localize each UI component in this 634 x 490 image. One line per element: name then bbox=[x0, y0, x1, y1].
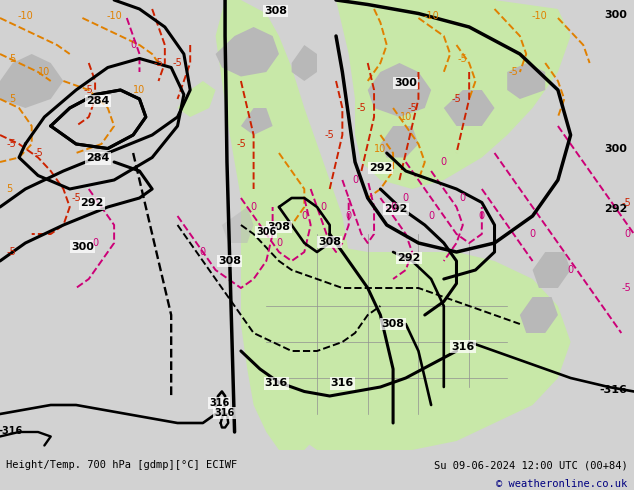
Text: -5: -5 bbox=[508, 67, 519, 77]
Text: -5: -5 bbox=[6, 139, 16, 149]
Polygon shape bbox=[0, 54, 63, 108]
Text: 0: 0 bbox=[567, 265, 574, 275]
Polygon shape bbox=[216, 0, 355, 450]
Text: 0: 0 bbox=[346, 211, 352, 221]
Text: 308: 308 bbox=[218, 256, 241, 266]
Text: Su 09-06-2024 12:00 UTC (00+84): Su 09-06-2024 12:00 UTC (00+84) bbox=[434, 460, 628, 470]
Polygon shape bbox=[380, 126, 418, 157]
Text: 308: 308 bbox=[268, 222, 290, 232]
Text: 5: 5 bbox=[6, 184, 13, 194]
Text: 0: 0 bbox=[200, 247, 206, 257]
Text: 5: 5 bbox=[10, 53, 16, 64]
Text: 284: 284 bbox=[87, 96, 110, 106]
Text: -5: -5 bbox=[6, 247, 16, 257]
Text: 292: 292 bbox=[385, 204, 408, 214]
Text: 0: 0 bbox=[529, 229, 536, 239]
Text: 316: 316 bbox=[265, 378, 288, 389]
Text: 300: 300 bbox=[605, 10, 628, 20]
Polygon shape bbox=[178, 81, 216, 117]
Text: 292: 292 bbox=[369, 163, 392, 173]
Text: -316: -316 bbox=[0, 426, 22, 436]
Text: 10: 10 bbox=[38, 67, 51, 77]
Text: 284: 284 bbox=[87, 153, 110, 163]
Polygon shape bbox=[520, 297, 558, 333]
Text: 10: 10 bbox=[133, 85, 146, 95]
Text: -316: -316 bbox=[600, 385, 628, 395]
Text: 0: 0 bbox=[441, 157, 447, 167]
Text: 0: 0 bbox=[92, 238, 98, 248]
Text: -5: -5 bbox=[84, 85, 94, 95]
Text: 0: 0 bbox=[301, 211, 307, 221]
Text: -10: -10 bbox=[18, 11, 33, 21]
Polygon shape bbox=[374, 63, 406, 90]
Text: 0: 0 bbox=[624, 229, 631, 239]
Text: 292: 292 bbox=[81, 198, 103, 208]
Text: 10: 10 bbox=[399, 112, 412, 122]
Text: 0: 0 bbox=[460, 193, 466, 203]
Text: 308: 308 bbox=[382, 319, 404, 329]
Text: -5: -5 bbox=[356, 103, 366, 113]
Text: 300: 300 bbox=[71, 242, 94, 251]
Text: 308: 308 bbox=[318, 237, 341, 247]
Polygon shape bbox=[216, 27, 279, 76]
Text: -10: -10 bbox=[107, 11, 122, 21]
Text: -5: -5 bbox=[33, 148, 43, 158]
Polygon shape bbox=[336, 0, 571, 189]
Polygon shape bbox=[228, 54, 254, 76]
Text: 0: 0 bbox=[390, 202, 396, 212]
Text: 5: 5 bbox=[10, 94, 16, 104]
Text: 316: 316 bbox=[214, 408, 235, 418]
Text: 292: 292 bbox=[604, 204, 628, 214]
Text: 0: 0 bbox=[403, 193, 409, 203]
Text: -5: -5 bbox=[71, 193, 81, 203]
Text: -5: -5 bbox=[236, 139, 246, 149]
Text: 0: 0 bbox=[320, 202, 327, 212]
Text: 292: 292 bbox=[398, 253, 420, 263]
Text: -10: -10 bbox=[531, 11, 547, 21]
Text: 316: 316 bbox=[331, 378, 354, 389]
Text: Height/Temp. 700 hPa [gdmp][°C] ECIWF: Height/Temp. 700 hPa [gdmp][°C] ECIWF bbox=[6, 460, 238, 470]
Text: 0: 0 bbox=[276, 238, 282, 248]
Text: 308: 308 bbox=[264, 6, 287, 16]
Text: 0: 0 bbox=[428, 211, 434, 221]
Text: 0: 0 bbox=[479, 211, 485, 221]
Polygon shape bbox=[254, 234, 571, 450]
Text: 300: 300 bbox=[605, 144, 628, 153]
Polygon shape bbox=[533, 252, 571, 288]
Text: -5: -5 bbox=[621, 283, 631, 293]
Text: -5: -5 bbox=[153, 58, 164, 68]
Text: 316: 316 bbox=[209, 398, 230, 408]
Text: 0: 0 bbox=[130, 40, 136, 50]
Text: 10: 10 bbox=[374, 144, 387, 153]
Text: 316: 316 bbox=[451, 342, 474, 351]
Polygon shape bbox=[222, 207, 254, 243]
Text: -5: -5 bbox=[451, 94, 462, 104]
Text: -5: -5 bbox=[325, 130, 335, 140]
Text: -5: -5 bbox=[458, 53, 468, 64]
Polygon shape bbox=[507, 63, 545, 99]
Text: -5: -5 bbox=[621, 197, 631, 207]
Text: © weatheronline.co.uk: © weatheronline.co.uk bbox=[496, 479, 628, 489]
Text: -10: -10 bbox=[424, 11, 439, 21]
Text: 300: 300 bbox=[394, 78, 417, 88]
Text: 0: 0 bbox=[250, 202, 257, 212]
Text: -5: -5 bbox=[172, 58, 183, 68]
Polygon shape bbox=[241, 108, 273, 135]
Text: -5: -5 bbox=[407, 103, 417, 113]
Polygon shape bbox=[368, 63, 431, 117]
Polygon shape bbox=[292, 45, 317, 81]
Text: 306: 306 bbox=[256, 227, 276, 237]
Text: 0: 0 bbox=[352, 175, 358, 185]
Polygon shape bbox=[444, 90, 495, 126]
